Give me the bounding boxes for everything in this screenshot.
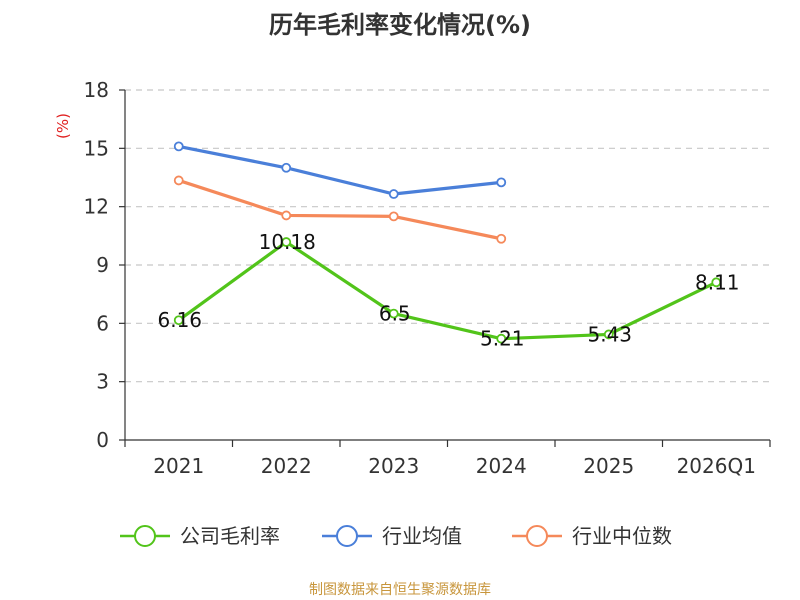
data-label: 6.5 — [379, 302, 411, 326]
legend-label: 行业均值 — [382, 524, 462, 548]
data-point[interactable] — [281, 237, 292, 247]
x-tick-label: 2025 — [583, 454, 634, 478]
data-point[interactable] — [173, 175, 184, 186]
y-tick-label: 9 — [96, 253, 109, 277]
data-point[interactable] — [388, 211, 399, 222]
data-label: 5.21 — [480, 327, 525, 351]
x-tick-label: 2022 — [261, 454, 312, 478]
y-tick-label: 18 — [84, 78, 109, 102]
data-point[interactable] — [388, 189, 399, 199]
data-point[interactable] — [603, 329, 614, 340]
y-axis-unit-label: (%) — [54, 113, 72, 139]
data-label: 8.11 — [695, 270, 740, 294]
legend-marker — [526, 525, 548, 547]
legend-marker — [134, 525, 156, 547]
data-labels: 6.16 10.18 6.5 5.21 5.43 8.11 — [157, 230, 739, 351]
data-point[interactable] — [173, 315, 184, 326]
chart-title: 历年毛利率变化情况(%) — [269, 11, 531, 39]
data-label: 10.18 — [259, 230, 316, 254]
axes: 0 3 6 9 12 15 18 2021 2022 2023 2024 2025 2026Q1 — [84, 78, 771, 478]
x-tick-label: 2021 — [153, 454, 204, 478]
legend-label: 公司毛利率 — [180, 524, 280, 548]
series-layer — [173, 141, 722, 344]
data-label: 5.43 — [587, 322, 632, 346]
legend-label: 行业中位数 — [572, 524, 672, 548]
data-label: 6.16 — [157, 308, 202, 332]
y-tick-label: 3 — [96, 370, 109, 394]
data-point[interactable] — [281, 210, 292, 221]
data-point[interactable] — [496, 333, 507, 344]
y-tick-label: 12 — [84, 195, 109, 219]
data-point[interactable] — [496, 233, 507, 244]
x-tick-label: 2024 — [476, 454, 527, 478]
y-tick-label: 0 — [96, 428, 109, 452]
legend-marker — [336, 525, 358, 547]
source-note: 制图数据来自恒生聚源数据库 — [309, 582, 491, 598]
legend-item[interactable]: 行业均值 — [322, 524, 462, 548]
data-point[interactable] — [711, 277, 722, 288]
series-line — [178, 178, 502, 241]
y-tick-label: 6 — [96, 311, 109, 335]
grid-lines — [125, 89, 770, 383]
data-point[interactable] — [388, 308, 399, 319]
data-point[interactable] — [173, 141, 184, 152]
x-tick-label: 2023 — [368, 454, 419, 478]
y-tick-label: 15 — [84, 136, 109, 160]
data-point[interactable] — [281, 162, 292, 173]
legend[interactable]: 公司毛利率 行业均值 行业中位数 — [120, 524, 672, 548]
series-line — [177, 240, 717, 341]
x-tick-label: 2026Q1 — [677, 454, 756, 478]
data-point[interactable] — [496, 177, 507, 188]
legend-item[interactable]: 行业中位数 — [512, 524, 672, 548]
series-line — [178, 144, 502, 196]
legend-item[interactable]: 公司毛利率 — [120, 524, 280, 548]
